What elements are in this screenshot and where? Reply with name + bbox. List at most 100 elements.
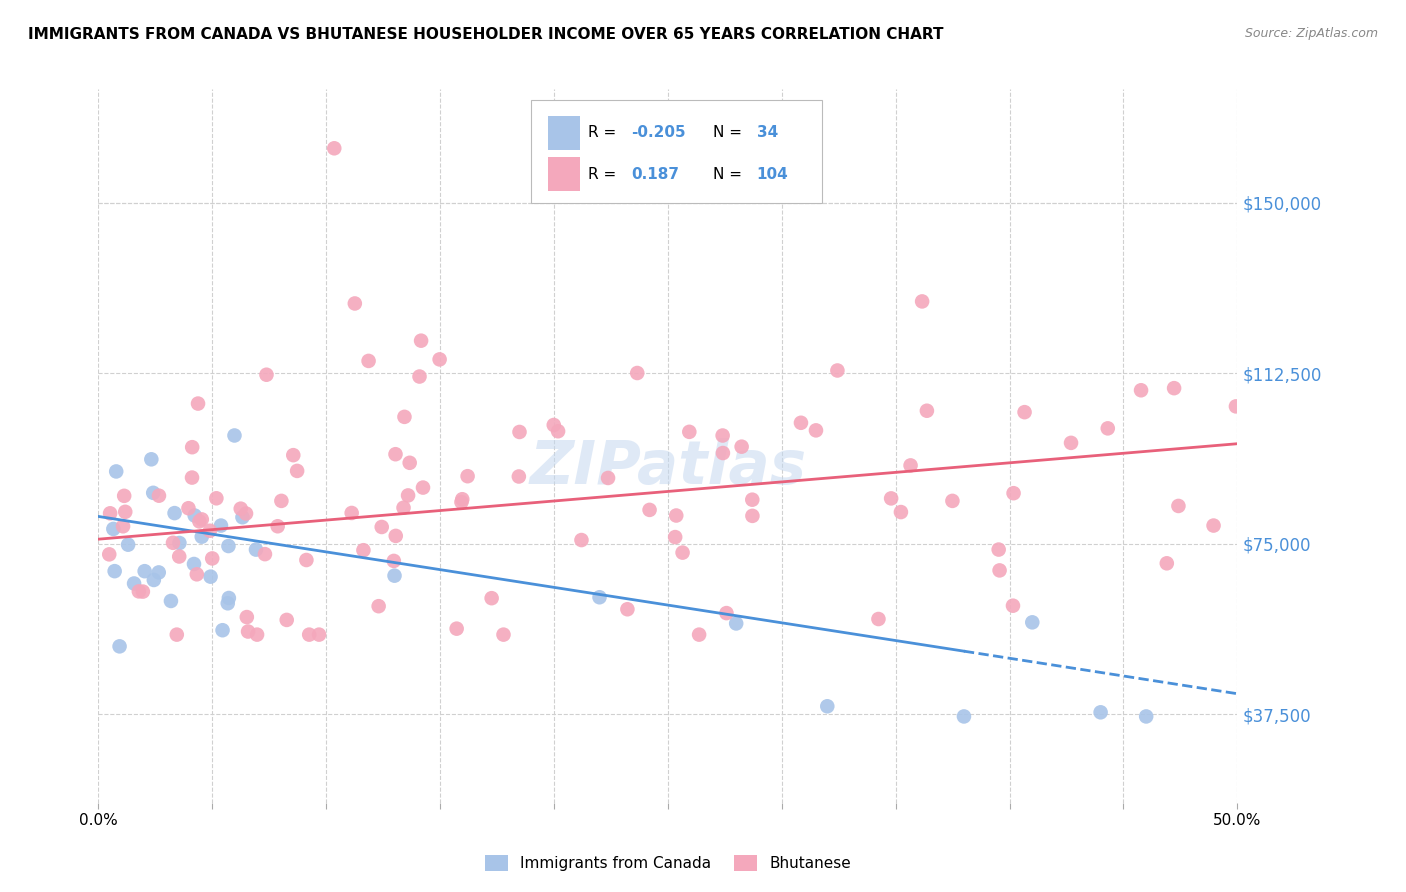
Point bbox=[398, 456, 420, 470]
Point bbox=[370, 520, 392, 534]
Point bbox=[915, 403, 938, 417]
Point bbox=[270, 494, 292, 508]
Point bbox=[177, 501, 200, 516]
FancyBboxPatch shape bbox=[531, 100, 821, 203]
Point bbox=[163, 506, 186, 520]
Point bbox=[98, 506, 121, 520]
Point bbox=[200, 569, 222, 583]
Point bbox=[741, 492, 763, 507]
Point bbox=[285, 464, 308, 478]
Point bbox=[246, 627, 269, 641]
Point bbox=[1001, 599, 1024, 613]
Point bbox=[245, 542, 267, 557]
Point bbox=[492, 627, 515, 641]
Text: -0.205: -0.205 bbox=[631, 125, 686, 140]
Point bbox=[343, 296, 366, 310]
Point bbox=[890, 505, 912, 519]
Point bbox=[308, 627, 330, 641]
Point bbox=[1135, 709, 1157, 723]
Point bbox=[295, 553, 318, 567]
Text: R =: R = bbox=[588, 167, 621, 182]
Point bbox=[105, 465, 128, 479]
Point bbox=[167, 549, 190, 564]
Point bbox=[211, 624, 233, 638]
Point bbox=[384, 447, 406, 461]
Point bbox=[446, 622, 468, 636]
Point bbox=[1090, 706, 1112, 720]
Text: 0.187: 0.187 bbox=[631, 167, 679, 182]
Point bbox=[711, 446, 734, 460]
Point bbox=[457, 469, 479, 483]
Text: ZIPatlas: ZIPatlas bbox=[529, 438, 807, 497]
Point bbox=[396, 488, 419, 502]
Point bbox=[340, 506, 363, 520]
Point bbox=[367, 599, 389, 614]
Point bbox=[508, 469, 530, 483]
Point bbox=[384, 568, 406, 582]
Point bbox=[217, 596, 239, 610]
Point bbox=[323, 141, 346, 155]
Point bbox=[112, 489, 135, 503]
Point bbox=[181, 440, 204, 454]
Point bbox=[412, 481, 434, 495]
Point bbox=[298, 627, 321, 641]
Text: N =: N = bbox=[713, 167, 747, 182]
Point bbox=[900, 458, 922, 473]
Point bbox=[162, 536, 184, 550]
Point bbox=[1060, 435, 1083, 450]
Point bbox=[1130, 384, 1153, 398]
Point bbox=[596, 471, 619, 485]
Legend: Immigrants from Canada, Bhutanese: Immigrants from Canada, Bhutanese bbox=[478, 849, 858, 877]
Point bbox=[626, 366, 648, 380]
Point bbox=[543, 417, 565, 432]
Text: Source: ZipAtlas.com: Source: ZipAtlas.com bbox=[1244, 27, 1378, 40]
Point bbox=[880, 491, 903, 506]
Point bbox=[224, 428, 246, 442]
FancyBboxPatch shape bbox=[548, 116, 581, 150]
Point bbox=[711, 428, 734, 442]
Point bbox=[911, 294, 934, 309]
Point bbox=[730, 440, 752, 454]
Point bbox=[98, 547, 121, 561]
Point bbox=[547, 424, 569, 438]
Point bbox=[1167, 499, 1189, 513]
Point bbox=[508, 425, 530, 439]
Point bbox=[941, 494, 963, 508]
Point bbox=[236, 610, 259, 624]
Point bbox=[266, 519, 288, 533]
Point bbox=[408, 369, 430, 384]
Point bbox=[198, 524, 221, 538]
Point bbox=[148, 566, 170, 580]
Point bbox=[1097, 421, 1119, 435]
Point bbox=[122, 576, 145, 591]
Point bbox=[104, 564, 127, 578]
Point bbox=[114, 505, 136, 519]
Point bbox=[382, 554, 405, 568]
Point bbox=[1163, 381, 1185, 395]
Point bbox=[188, 514, 211, 528]
Point bbox=[229, 501, 252, 516]
Point bbox=[588, 591, 610, 605]
Point bbox=[429, 352, 451, 367]
Point bbox=[987, 542, 1010, 557]
Point bbox=[409, 334, 432, 348]
Text: IMMIGRANTS FROM CANADA VS BHUTANESE HOUSEHOLDER INCOME OVER 65 YEARS CORRELATION: IMMIGRANTS FROM CANADA VS BHUTANESE HOUS… bbox=[28, 27, 943, 42]
Point bbox=[451, 492, 474, 507]
Point bbox=[128, 584, 150, 599]
Point bbox=[481, 591, 503, 606]
Point bbox=[384, 529, 406, 543]
Point bbox=[256, 368, 278, 382]
Text: 34: 34 bbox=[756, 125, 778, 140]
Text: 104: 104 bbox=[756, 167, 789, 182]
Point bbox=[1014, 405, 1036, 419]
Point bbox=[394, 409, 416, 424]
Point bbox=[678, 425, 700, 439]
Point bbox=[108, 640, 131, 654]
Point bbox=[181, 470, 204, 484]
Point bbox=[1156, 557, 1178, 571]
Point bbox=[169, 536, 191, 550]
Point bbox=[1225, 400, 1247, 414]
Point bbox=[231, 510, 253, 524]
Point bbox=[142, 486, 165, 500]
Point bbox=[741, 508, 763, 523]
